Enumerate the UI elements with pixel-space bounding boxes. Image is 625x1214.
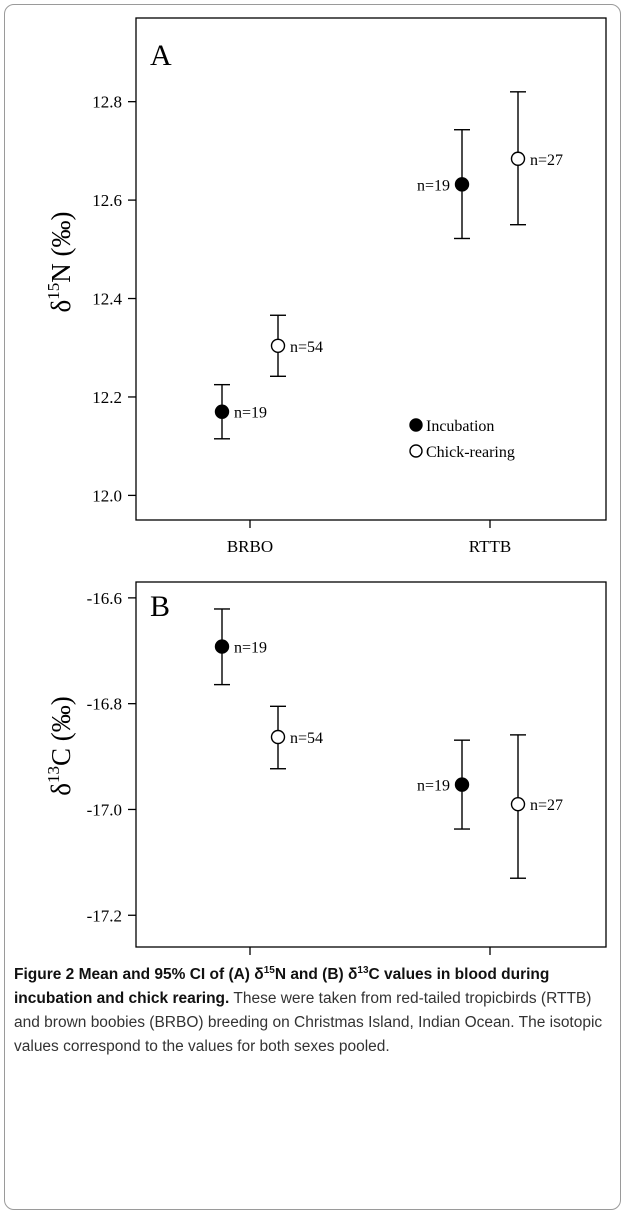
chart-b-plot-area <box>135 581 607 948</box>
n-label: n=54 <box>290 339 323 356</box>
y-tick-label: 12.6 <box>92 191 122 210</box>
n-label: n=27 <box>530 152 563 169</box>
figure-frame <box>4 4 621 1210</box>
chart-b-marks: n=19 n=19 n=54 n=27 <box>214 608 563 879</box>
legend-marker <box>409 444 423 458</box>
n-label: n=54 <box>290 730 323 747</box>
chart-a: A δ15N (‰) 12.0 12.2 12.4 12.6 12.8 BRBO RTTB… <box>44 17 607 556</box>
n-label: n=19 <box>234 405 267 422</box>
chart-a-panel-label: A <box>150 39 172 72</box>
legend-label: Chick-rearing <box>426 444 515 461</box>
data-point <box>510 796 526 812</box>
y-tick-label: -17.0 <box>87 800 122 819</box>
x-tick-label: BRBO <box>227 537 273 556</box>
caption-body: These were taken from red-tailed tropicb… <box>14 990 603 1055</box>
n-label: n=19 <box>417 177 450 194</box>
y-tick-label: -16.6 <box>87 589 122 608</box>
chart-a-y-axis: 12.0 12.2 12.4 12.6 12.8 <box>92 93 136 505</box>
y-tick-label: 12.2 <box>92 388 122 407</box>
data-point <box>214 404 230 419</box>
figure-charts: A δ15N (‰) 12.0 12.2 12.4 12.6 12.8 BRBO RTTB… <box>44 17 607 955</box>
chart-b-panel-label: B <box>150 590 170 623</box>
n-label: n=27 <box>530 797 563 814</box>
legend-marker <box>409 418 423 432</box>
chart-a-marks: n=19 n=19 n=54 n=27 <box>214 91 563 440</box>
data-point <box>510 151 526 166</box>
y-tick-label: 12.4 <box>92 290 122 309</box>
y-tick-label: 12.0 <box>92 486 122 505</box>
n-label: n=19 <box>417 778 450 795</box>
chart-b-ylabel: δ13C (‰) <box>44 696 76 795</box>
chart-a-x-axis: BRBO RTTB <box>227 520 511 556</box>
n-label: n=19 <box>234 640 267 657</box>
data-point <box>454 777 470 792</box>
chart-b-y-axis: -16.6 -16.8 -17.0 -17.2 <box>87 589 136 925</box>
y-tick-label: -16.8 <box>87 695 122 714</box>
chart-a-legend: Incubation Chick-rearing <box>409 418 515 461</box>
x-tick-label: RTTB <box>469 537 511 556</box>
figure-caption: Figure 2 Mean and 95% CI of (A) δ15N and… <box>14 963 614 1059</box>
legend-label: Incubation <box>426 418 494 435</box>
caption-lead: Figure 2 Mean and 95% CI of (A) δ15N and… <box>14 964 550 1007</box>
chart-b: B δ13C (‰) -16.6 -16.8 -17.0 -17.2 BRBORTTB… <box>44 581 607 955</box>
y-tick-label: -17.2 <box>87 906 122 925</box>
y-tick-label: 12.8 <box>92 93 122 112</box>
data-point <box>214 639 230 654</box>
chart-a-plot-area <box>135 17 607 521</box>
chart-a-ylabel: δ15N (‰) <box>44 212 76 313</box>
data-point <box>270 338 286 353</box>
data-point <box>454 177 470 192</box>
data-point <box>270 729 286 745</box>
